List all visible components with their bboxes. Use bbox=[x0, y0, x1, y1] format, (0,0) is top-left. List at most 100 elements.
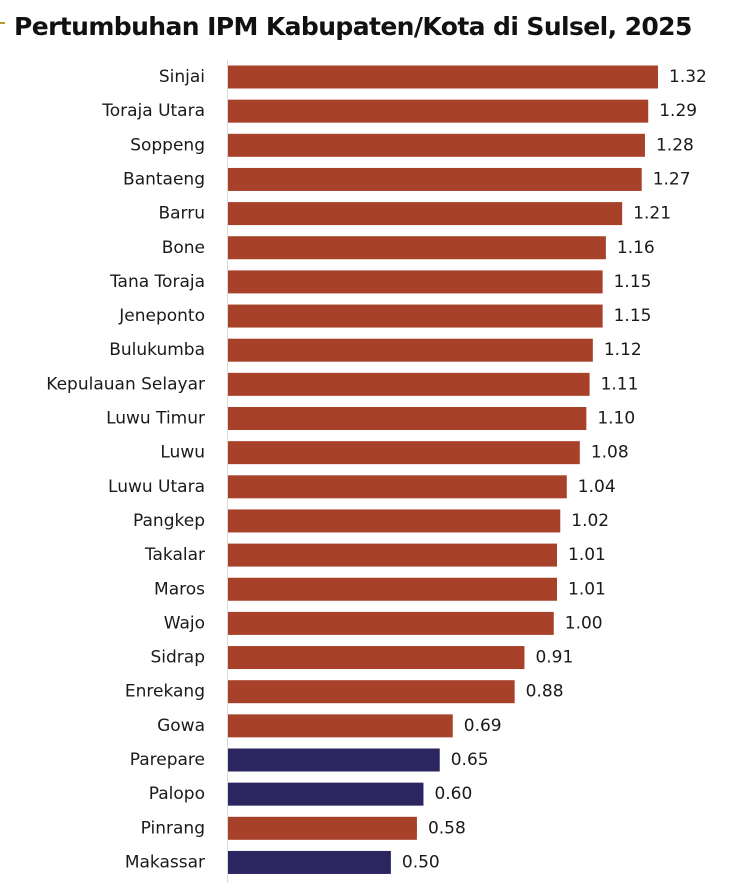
category-label: Wajo bbox=[164, 613, 205, 633]
bar-row: Pangkep 1.02 bbox=[133, 509, 609, 533]
bar-row: Pinrang 0.58 bbox=[141, 816, 466, 840]
value-label: 1.15 bbox=[614, 272, 652, 292]
bar-row: Enrekang 0.88 bbox=[125, 680, 564, 704]
category-label: Bantaeng bbox=[123, 169, 205, 189]
category-label: Barru bbox=[158, 204, 205, 224]
bar bbox=[228, 816, 417, 840]
category-label: Pangkep bbox=[133, 511, 205, 531]
bar bbox=[228, 714, 453, 738]
category-label: Pinrang bbox=[141, 818, 205, 838]
category-label: Gowa bbox=[157, 716, 205, 736]
bar bbox=[228, 680, 515, 704]
bar-row: Sinjai 1.32 bbox=[159, 65, 707, 89]
bar-row: Sidrap 0.91 bbox=[150, 646, 573, 670]
value-label: 1.10 bbox=[597, 409, 635, 429]
value-label: 1.28 bbox=[656, 135, 694, 155]
category-label: Soppeng bbox=[130, 135, 205, 155]
value-label: 1.02 bbox=[571, 511, 609, 531]
category-label: Parepare bbox=[130, 750, 205, 770]
bar bbox=[228, 99, 649, 123]
bars-layer: Sinjai 1.32 Toraja Utara 1.29 Soppeng 1.28 Ban… bbox=[46, 65, 707, 874]
bar bbox=[228, 782, 424, 806]
value-label: 1.29 bbox=[659, 101, 697, 121]
bar bbox=[228, 133, 645, 157]
bar-row: Makassar 0.50 bbox=[125, 850, 440, 874]
bar bbox=[228, 611, 554, 635]
category-label: Takalar bbox=[144, 545, 205, 565]
value-label: 1.01 bbox=[568, 579, 606, 599]
bar-row: Tana Toraja 1.15 bbox=[109, 270, 652, 294]
category-label: Bone bbox=[162, 238, 205, 258]
value-label: 1.04 bbox=[578, 477, 616, 497]
value-label: 0.60 bbox=[434, 784, 472, 804]
category-label: Jeneponto bbox=[118, 306, 205, 326]
bar bbox=[228, 202, 623, 226]
category-label: Toraja Utara bbox=[101, 101, 205, 121]
value-label: 1.32 bbox=[669, 67, 707, 87]
category-label: Sinjai bbox=[159, 67, 205, 87]
value-label: 0.69 bbox=[464, 716, 502, 736]
value-label: 1.16 bbox=[617, 238, 655, 258]
bar-row: Barru 1.21 bbox=[158, 202, 671, 226]
value-label: 1.01 bbox=[568, 545, 606, 565]
value-label: 1.00 bbox=[565, 613, 603, 633]
bar bbox=[228, 543, 558, 567]
corner-accent-mark bbox=[0, 22, 5, 24]
bar-row: Toraja Utara 1.29 bbox=[101, 99, 697, 123]
bar-row: Gowa 0.69 bbox=[157, 714, 502, 738]
bar bbox=[228, 475, 567, 499]
category-label: Tana Toraja bbox=[109, 272, 205, 292]
bar bbox=[228, 372, 590, 396]
bar-row: Luwu Utara 1.04 bbox=[108, 475, 616, 499]
bar bbox=[228, 646, 525, 670]
bar-row: Bone 1.16 bbox=[162, 236, 655, 260]
value-label: 0.91 bbox=[535, 648, 573, 668]
category-label: Luwu bbox=[160, 443, 205, 463]
value-label: 0.65 bbox=[451, 750, 489, 770]
bar-row: Jeneponto 1.15 bbox=[118, 304, 652, 328]
value-label: 0.58 bbox=[428, 818, 466, 838]
bar bbox=[228, 236, 606, 260]
category-label: Luwu Utara bbox=[108, 477, 205, 497]
bar-row: Palopo 0.60 bbox=[149, 782, 472, 806]
bar bbox=[228, 509, 561, 533]
bar bbox=[228, 441, 580, 465]
bar-row: Luwu Timur 1.10 bbox=[106, 407, 635, 430]
bar bbox=[228, 577, 558, 601]
value-label: 1.21 bbox=[633, 204, 671, 224]
bar-row: Bantaeng 1.27 bbox=[123, 167, 691, 191]
chart-title: Pertumbuhan IPM Kabupaten/Kota di Sulsel… bbox=[14, 12, 692, 41]
bar bbox=[228, 270, 603, 294]
bar-row: Luwu 1.08 bbox=[160, 441, 629, 465]
category-label: Makassar bbox=[125, 852, 205, 872]
bar bbox=[228, 407, 587, 430]
category-label: Enrekang bbox=[125, 682, 205, 702]
bar-row: Kepulauan Selayar 1.11 bbox=[46, 372, 639, 396]
bar-row: Parepare 0.65 bbox=[130, 748, 489, 772]
bar bbox=[228, 850, 391, 874]
bar-row: Bulukumba 1.12 bbox=[109, 338, 642, 362]
value-label: 0.88 bbox=[526, 682, 564, 702]
bar-row: Soppeng 1.28 bbox=[130, 133, 694, 157]
bar bbox=[228, 304, 603, 328]
value-label: 1.08 bbox=[591, 443, 629, 463]
bar bbox=[228, 65, 658, 89]
category-label: Maros bbox=[154, 579, 205, 599]
category-label: Bulukumba bbox=[109, 340, 205, 360]
value-label: 1.15 bbox=[614, 306, 652, 326]
category-label: Luwu Timur bbox=[106, 409, 205, 429]
bar-row: Wajo 1.00 bbox=[164, 611, 603, 635]
bar bbox=[228, 338, 593, 362]
bar bbox=[228, 167, 642, 191]
value-label: 1.12 bbox=[604, 340, 642, 360]
bar-row: Takalar 1.01 bbox=[144, 543, 606, 567]
bar bbox=[228, 748, 440, 772]
value-label: 1.27 bbox=[653, 169, 691, 189]
value-label: 1.11 bbox=[601, 374, 639, 394]
category-label: Sidrap bbox=[150, 648, 205, 668]
bar-row: Maros 1.01 bbox=[154, 577, 606, 601]
category-label: Kepulauan Selayar bbox=[46, 374, 205, 394]
category-label: Palopo bbox=[149, 784, 205, 804]
value-label: 0.50 bbox=[402, 852, 440, 872]
